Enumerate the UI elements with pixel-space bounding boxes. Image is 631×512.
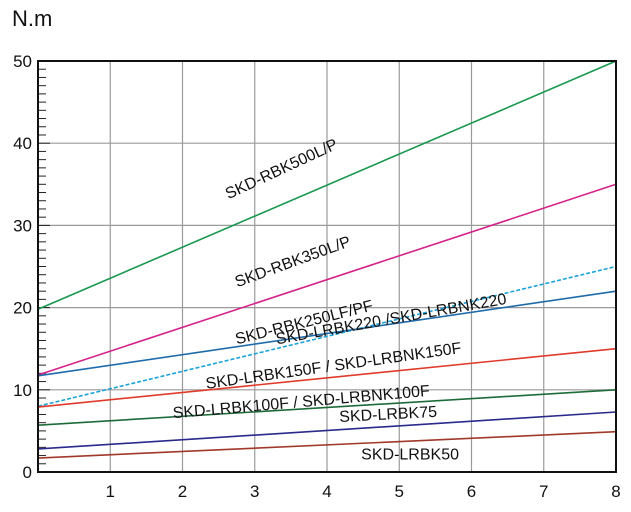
x-tick-labels: 1 2 3 4 5 6 7 8 xyxy=(106,482,621,501)
series-lines xyxy=(37,60,617,459)
x-tick-label-2: 2 xyxy=(178,482,187,501)
y-tick-labels: 0 10 20 30 40 50 xyxy=(13,52,32,482)
y-tick-label-20: 20 xyxy=(13,299,32,318)
series-line-2 xyxy=(37,265,617,408)
x-tick-label-5: 5 xyxy=(395,482,404,501)
y-minor-ticks xyxy=(38,60,50,473)
series-line-6 xyxy=(37,411,617,450)
series-labels: SKD-RBK500L/PSKD-RBK350L/PSKD-RBK250LF/P… xyxy=(172,136,508,464)
series-line-3 xyxy=(37,290,617,377)
grid xyxy=(38,60,617,473)
plot-frame xyxy=(37,60,617,473)
y-tick-label-0: 0 xyxy=(23,463,32,482)
series-line-5 xyxy=(37,389,617,426)
series-label-6: SKD-LRBK75 xyxy=(339,404,438,426)
series-line-1 xyxy=(37,183,617,376)
series-label-7: SKD-LRBK50 xyxy=(361,447,459,464)
y-axis-unit-label: N.m xyxy=(12,6,52,31)
y-tick-label-10: 10 xyxy=(13,381,32,400)
series-line-7 xyxy=(37,430,617,459)
x-tick-label-6: 6 xyxy=(467,482,476,501)
y-tick-label-30: 30 xyxy=(13,216,32,235)
y-tick-label-50: 50 xyxy=(13,52,32,71)
y-tick-label-40: 40 xyxy=(13,134,32,153)
series-line-4 xyxy=(37,347,617,408)
x-tick-label-3: 3 xyxy=(250,482,259,501)
series-line-0 xyxy=(37,60,617,310)
x-tick-label-8: 8 xyxy=(611,482,620,501)
series-label-0: SKD-RBK500L/P xyxy=(223,136,341,203)
x-tick-label-4: 4 xyxy=(322,482,331,501)
x-tick-label-1: 1 xyxy=(106,482,115,501)
x-tick-label-7: 7 xyxy=(539,482,548,501)
series-label-1: SKD-RBK350L/P xyxy=(233,233,353,291)
